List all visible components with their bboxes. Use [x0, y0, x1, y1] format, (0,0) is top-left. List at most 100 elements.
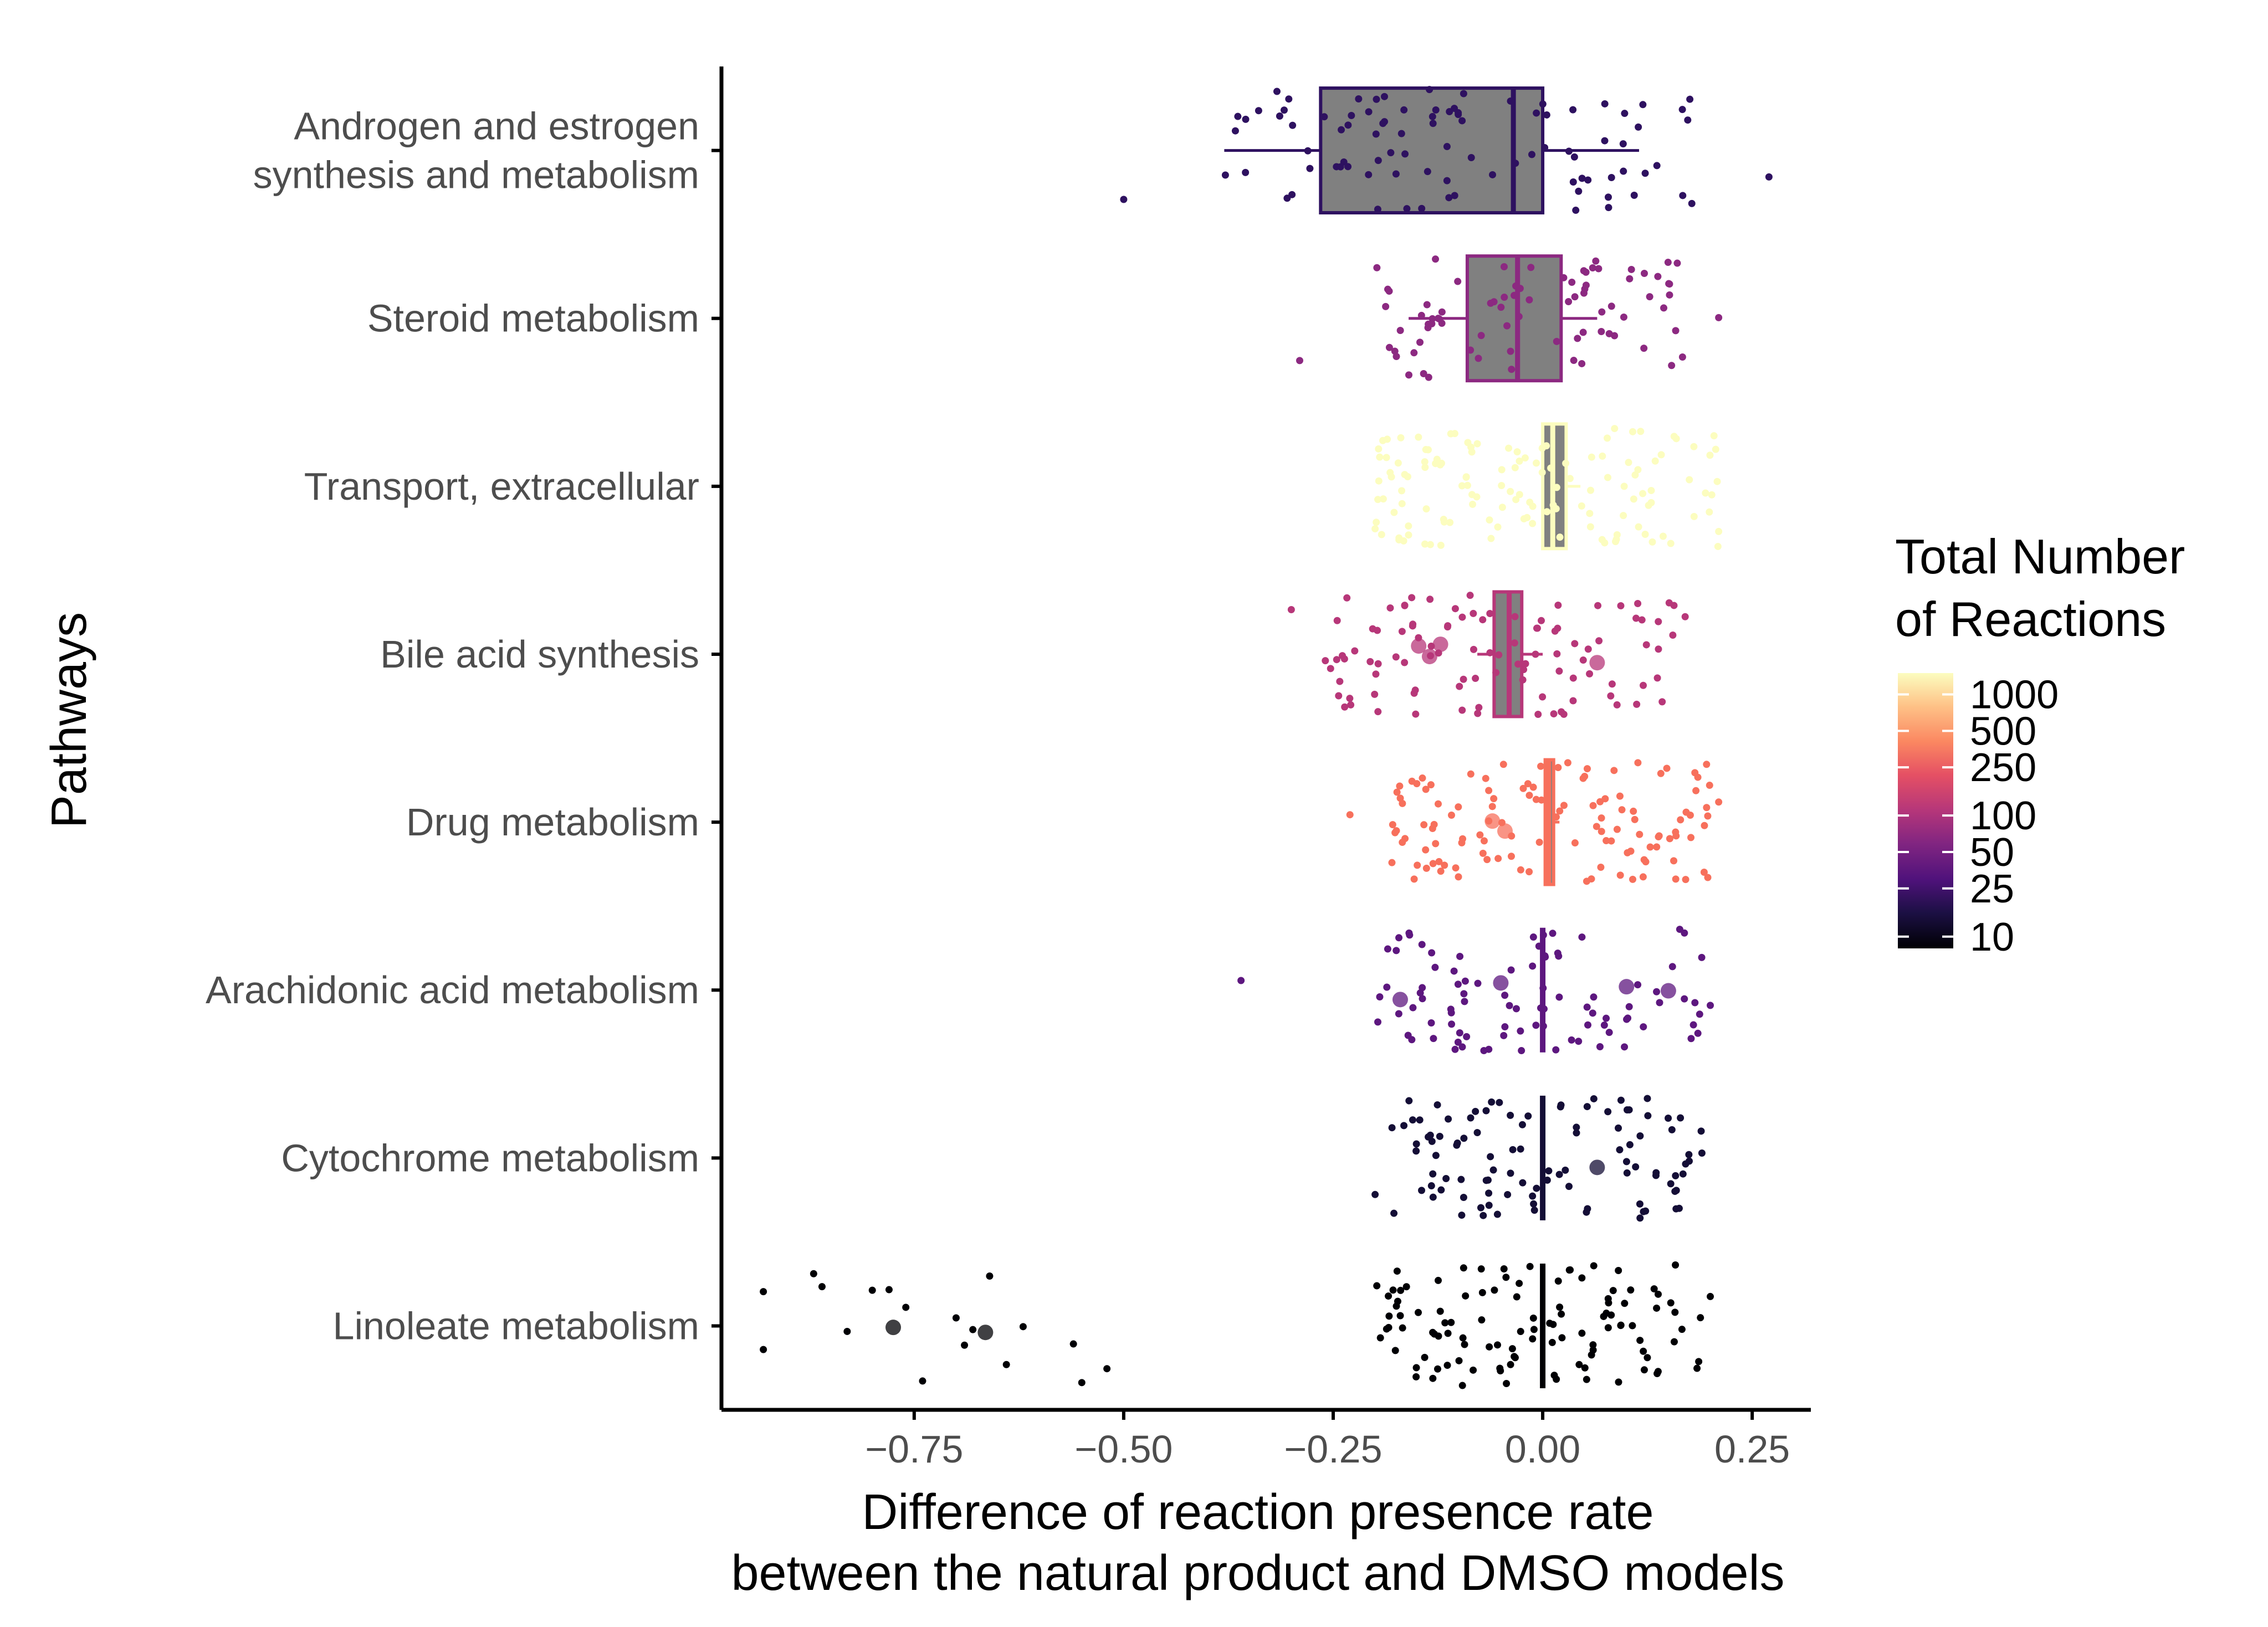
data-point	[1365, 108, 1373, 116]
data-point	[986, 1272, 994, 1280]
data-point	[1706, 782, 1713, 789]
data-point	[1429, 860, 1437, 868]
data-point	[1412, 1373, 1420, 1380]
data-point	[1703, 761, 1711, 768]
data-point	[1434, 1101, 1441, 1108]
pathway-group	[1237, 926, 1714, 1055]
data-point	[1397, 434, 1405, 442]
data-point	[952, 1314, 960, 1322]
data-point	[1409, 1004, 1417, 1012]
data-point	[1423, 301, 1431, 309]
data-point	[1401, 602, 1409, 609]
data-point	[1395, 534, 1403, 542]
data-point	[1715, 314, 1723, 321]
data-point	[1426, 86, 1434, 94]
data-point	[1640, 1023, 1647, 1031]
data-point	[1584, 176, 1592, 184]
data-point	[1374, 627, 1381, 634]
data-point	[1590, 993, 1598, 1001]
data-point	[1388, 1124, 1396, 1132]
data-point	[1679, 1170, 1687, 1178]
data-point	[1517, 866, 1524, 874]
data-point	[1631, 815, 1639, 823]
data-point	[1668, 1126, 1676, 1133]
data-point	[1525, 792, 1533, 799]
data-point	[1627, 848, 1635, 855]
data-point	[1447, 811, 1455, 819]
data-point	[1399, 1324, 1406, 1332]
data-point	[1636, 1337, 1644, 1344]
data-point	[1646, 293, 1653, 301]
data-point	[1463, 481, 1471, 489]
data-point	[1428, 949, 1436, 957]
y-tick-label: Drug metabolism	[406, 800, 699, 844]
outlier-point	[1660, 983, 1676, 999]
data-point	[1552, 813, 1560, 821]
data-point	[1402, 1283, 1410, 1291]
pathway-group	[1346, 758, 1723, 886]
data-point	[1413, 780, 1421, 788]
data-point	[1460, 1135, 1468, 1142]
data-point	[1516, 1280, 1523, 1287]
data-point	[1681, 613, 1689, 620]
legend-tick-label: 100	[1970, 794, 2036, 838]
data-point	[1418, 941, 1426, 948]
data-point	[1422, 505, 1430, 513]
data-point	[1532, 1022, 1540, 1029]
data-point	[1644, 1112, 1652, 1120]
data-point	[1519, 784, 1527, 792]
data-point	[1422, 846, 1430, 854]
data-point	[1391, 829, 1399, 836]
data-point	[1555, 667, 1563, 675]
data-point	[1558, 1310, 1565, 1318]
data-point	[1578, 502, 1585, 510]
data-point	[1653, 988, 1661, 995]
data-point	[1393, 1267, 1401, 1275]
data-point	[1666, 291, 1673, 299]
data-point	[1598, 308, 1606, 316]
data-point	[1644, 1354, 1651, 1362]
data-point	[1494, 523, 1502, 531]
data-point	[1639, 101, 1647, 109]
data-point	[1486, 1343, 1493, 1351]
data-point	[1681, 995, 1688, 1003]
data-point	[1434, 800, 1442, 808]
data-point	[1461, 998, 1468, 1005]
data-point	[1652, 1169, 1660, 1177]
data-point	[1623, 1169, 1631, 1177]
pathway-group	[1371, 422, 1723, 551]
data-point	[1715, 527, 1723, 535]
data-point	[1666, 280, 1673, 288]
data-point	[1289, 121, 1297, 129]
data-point	[1516, 285, 1524, 292]
outlier-point	[1411, 638, 1427, 654]
data-point	[1672, 327, 1680, 335]
data-point	[1603, 1310, 1610, 1317]
data-point	[1376, 1334, 1384, 1342]
data-point	[1549, 930, 1557, 937]
data-point	[1506, 1002, 1513, 1009]
data-point	[1473, 1129, 1481, 1137]
data-point	[1494, 855, 1502, 863]
data-point	[1458, 706, 1466, 714]
data-point	[1549, 1321, 1557, 1328]
data-point	[1667, 1299, 1675, 1307]
data-point	[1603, 1014, 1610, 1022]
data-point	[1337, 163, 1344, 171]
data-point	[1677, 1114, 1685, 1122]
x-axis-title-line2: between the natural product and DMSO mod…	[731, 1546, 1784, 1601]
data-point	[1485, 1202, 1493, 1209]
data-point	[1603, 837, 1610, 845]
data-point	[1242, 168, 1250, 176]
outlier-point	[1493, 975, 1509, 991]
outlier-point	[1589, 655, 1605, 671]
data-point	[1615, 1266, 1622, 1274]
data-point	[1455, 1357, 1463, 1364]
data-point	[1460, 990, 1468, 998]
data-point	[1374, 206, 1381, 213]
data-point	[1656, 999, 1663, 1007]
data-point	[1647, 486, 1655, 494]
data-point	[1500, 263, 1508, 271]
data-point	[1400, 1122, 1408, 1130]
data-point	[1463, 1033, 1471, 1040]
